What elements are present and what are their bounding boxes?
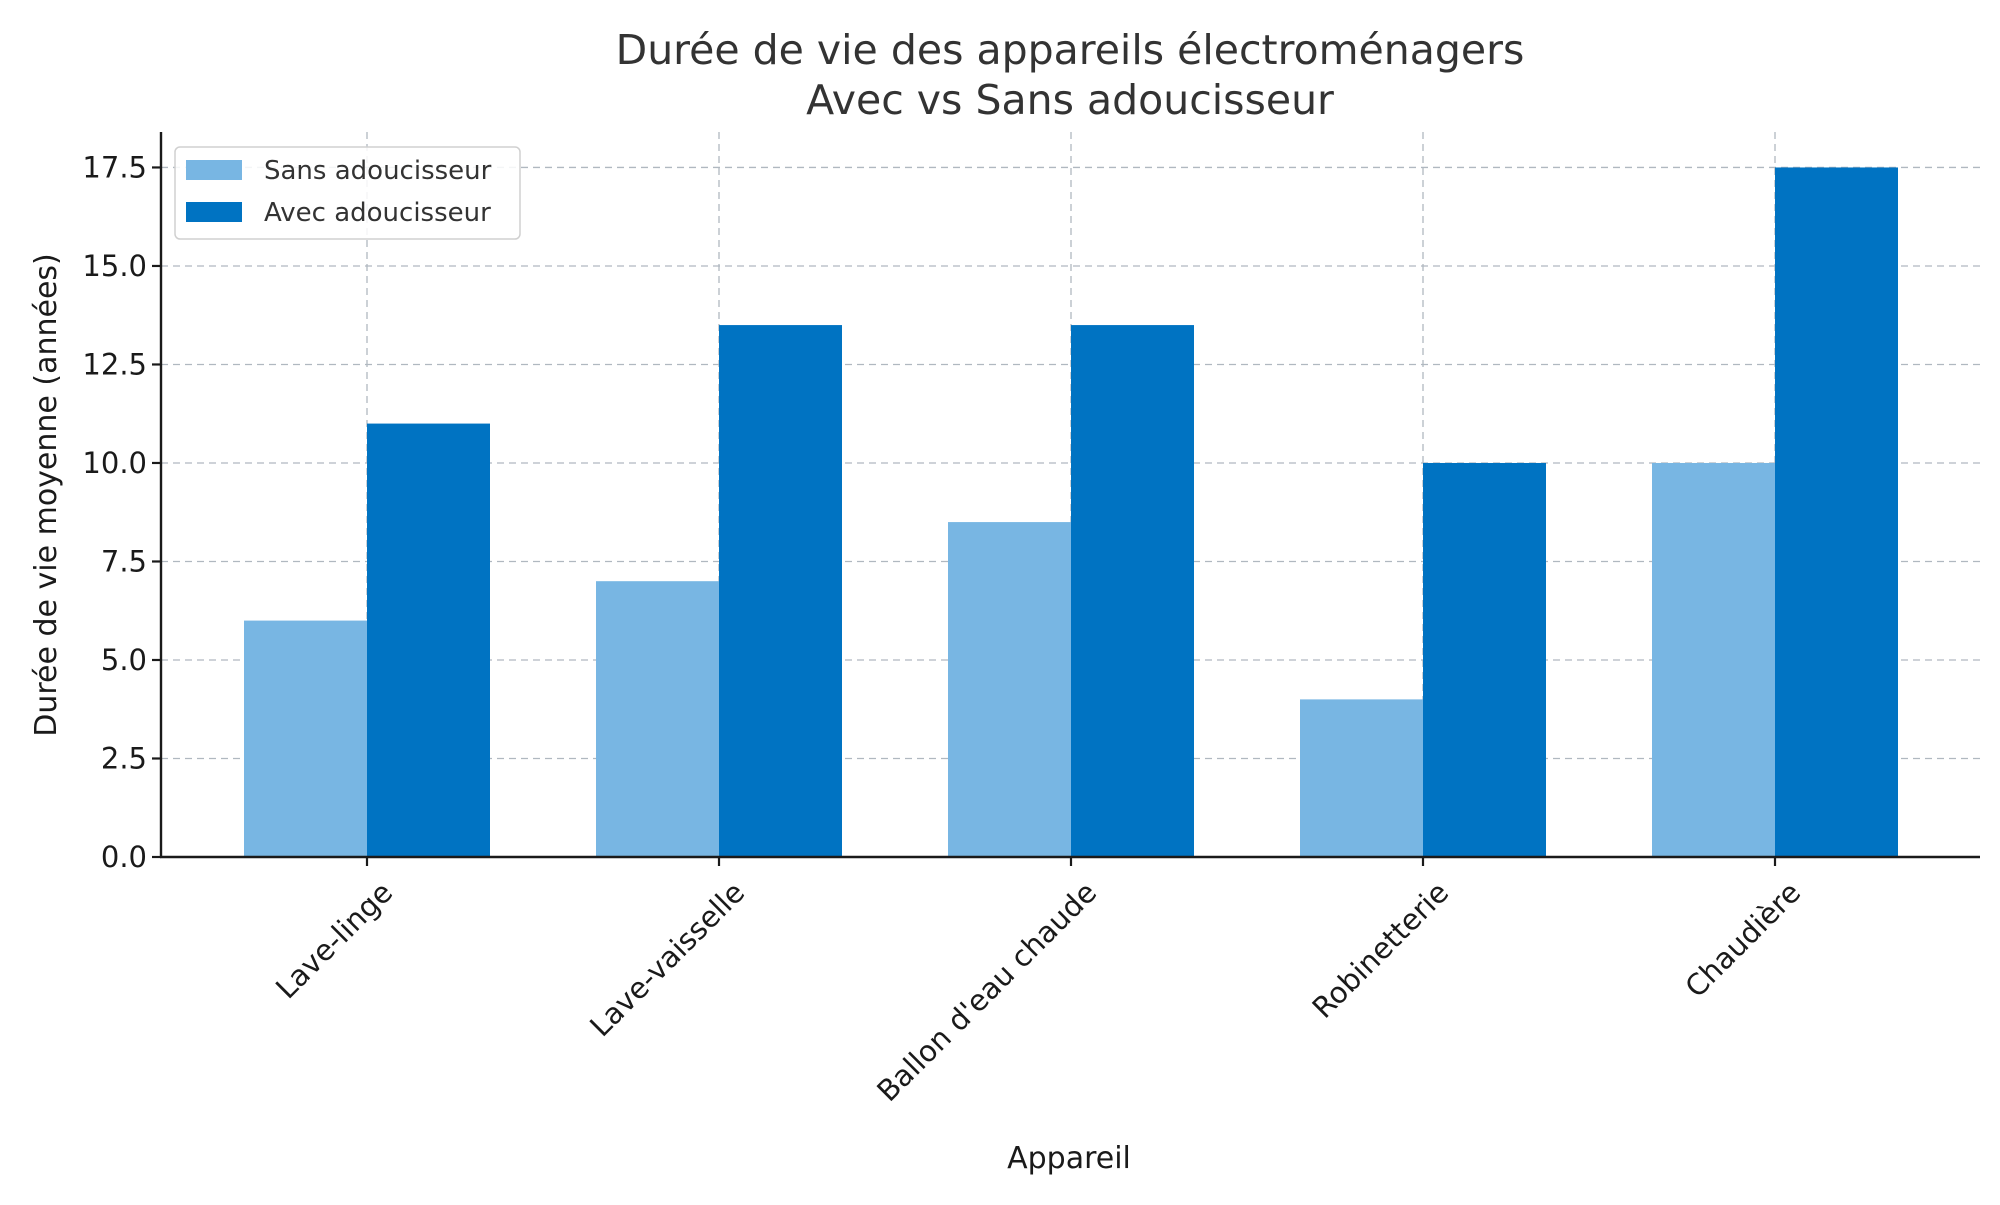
bars	[244, 167, 1898, 857]
legend-label-avec-adoucisseur: Avec adoucisseur	[264, 198, 491, 228]
y-tick-label: 15.0	[82, 249, 147, 283]
legend-swatch-sans-adoucisseur	[186, 160, 242, 180]
bar-avec-adoucisseur	[1775, 167, 1898, 857]
bar-sans-adoucisseur	[1652, 462, 1775, 857]
x-tick-label: Lave-linge	[269, 875, 399, 1005]
bar-sans-adoucisseur	[596, 581, 719, 857]
bar-avec-adoucisseur	[367, 423, 490, 857]
legend-frame	[174, 146, 521, 240]
legend: Sans adoucisseur Avec adoucisseur	[174, 146, 521, 240]
x-axis-label: Appareil	[1007, 1141, 1131, 1176]
y-tick-label: 10.0	[82, 446, 147, 480]
y-axis-label: Durée de vie moyenne (années)	[29, 253, 64, 737]
y-tick-label: 7.5	[101, 544, 147, 578]
x-tick-label: Lave-vaisselle	[583, 875, 751, 1043]
bar-avec-adoucisseur	[1071, 325, 1194, 857]
y-tick-label: 5.0	[101, 643, 147, 677]
y-tick-label: 0.0	[101, 840, 147, 874]
bar-avec-adoucisseur	[1423, 462, 1546, 857]
chart-subtitle: Avec vs Sans adoucisseur	[806, 76, 1334, 124]
x-tick-label: Chaudière	[1678, 875, 1807, 1004]
y-tick-label: 2.5	[101, 741, 147, 775]
y-tick-label: 12.5	[82, 347, 147, 381]
legend-swatch-avec-adoucisseur	[186, 202, 242, 222]
bar-sans-adoucisseur	[1300, 699, 1423, 857]
bar-avec-adoucisseur	[719, 325, 842, 857]
bar-sans-adoucisseur	[244, 620, 367, 857]
chart-title: Durée de vie des appareils électroménage…	[616, 26, 1525, 74]
legend-label-sans-adoucisseur: Sans adoucisseur	[264, 156, 492, 186]
bar-sans-adoucisseur	[948, 522, 1071, 857]
x-tick-label: Robinetterie	[1306, 875, 1456, 1025]
x-tick-label: Ballon d'eau chaude	[870, 875, 1103, 1108]
y-tick-label: 17.5	[82, 150, 147, 184]
